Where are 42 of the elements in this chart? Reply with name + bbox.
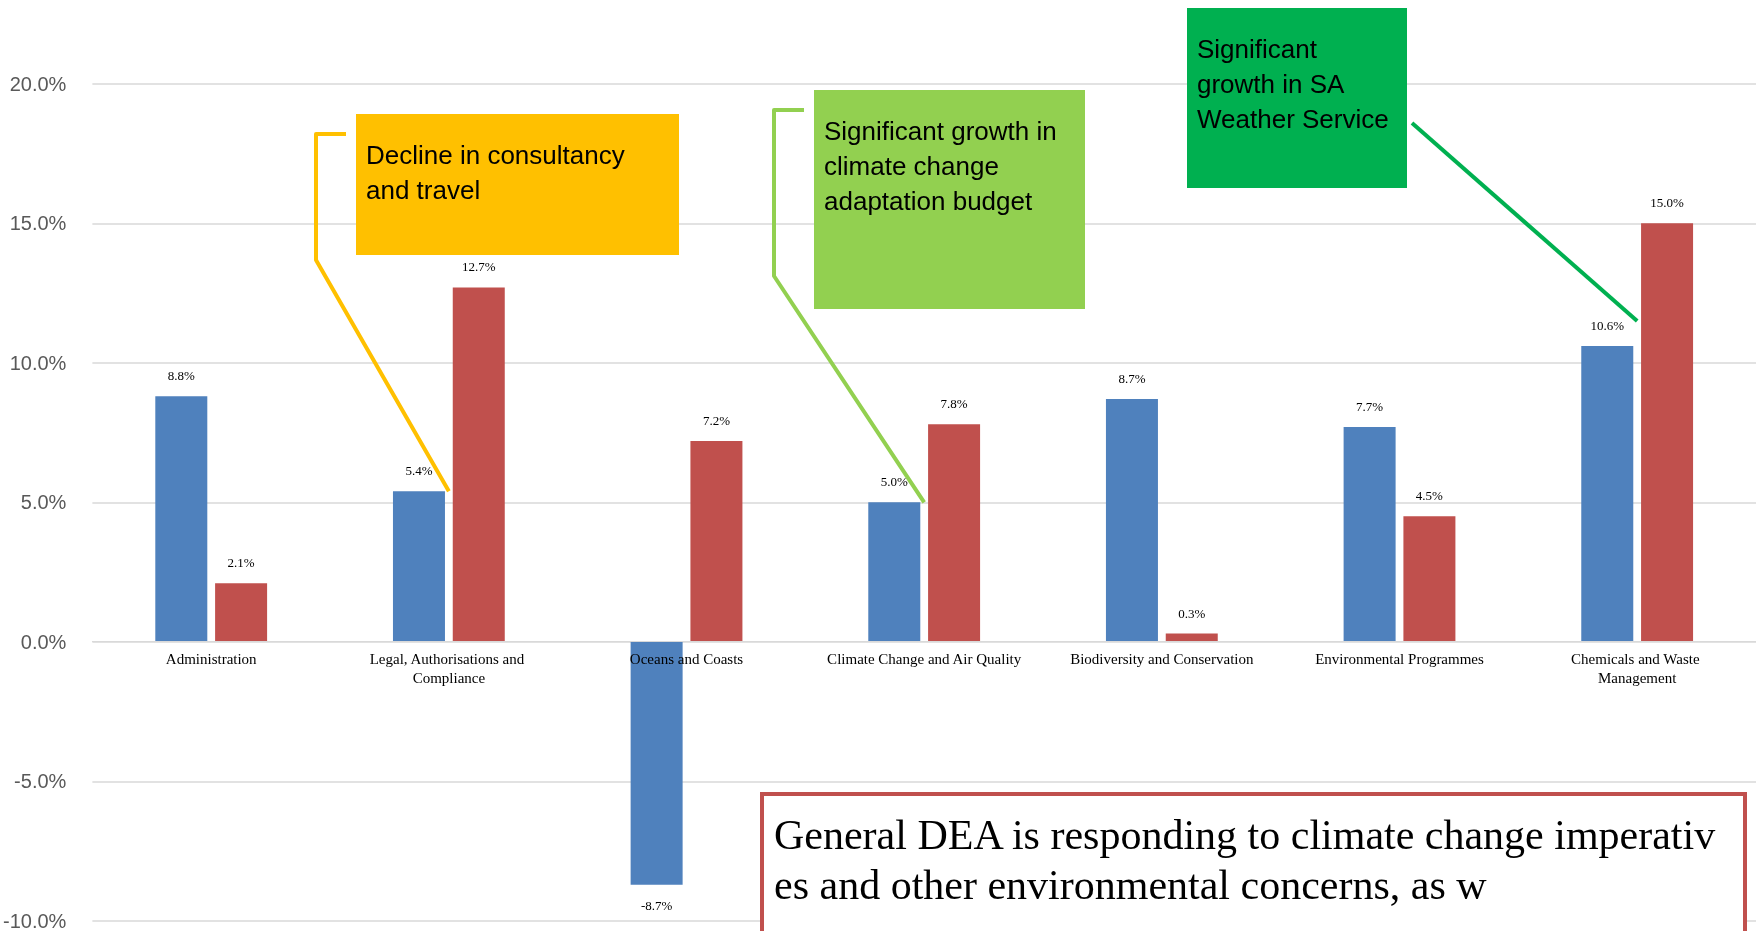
data-label: 10.6%: [1590, 318, 1625, 334]
y-tick-label: -5.0%: [14, 770, 67, 793]
x-tick-label: Biodiversity and Conservation: [1070, 650, 1254, 667]
y-tick-label: 5.0%: [20, 491, 67, 514]
y-tick-label: -10.0%: [2, 910, 67, 931]
y-tick-label: 20.0%: [9, 72, 67, 95]
data-label: 12.7%: [461, 259, 496, 275]
callout-box: Significant growth in climate change adaptation budget: [814, 90, 1085, 309]
data-label: 7.8%: [940, 396, 968, 412]
x-tick-label: Legal, Authorisations and Compliance: [369, 650, 529, 686]
x-tick-label: Administration: [165, 650, 258, 667]
data-label: 8.8%: [167, 368, 195, 384]
callout-box: Significant growth in SA Weather Service: [1187, 8, 1407, 188]
bar: [1343, 427, 1396, 642]
bar: [690, 440, 743, 642]
bar: [928, 424, 981, 642]
bar: [868, 502, 921, 642]
data-label: -8.7%: [640, 897, 673, 913]
callout-box: Decline in consultancy and travel: [356, 114, 679, 255]
data-label: 7.2%: [702, 412, 731, 428]
data-label: 15.0%: [1650, 195, 1685, 211]
data-label: 0.3%: [1178, 605, 1206, 621]
x-tick-label: Climate Change and Air Quality: [827, 650, 1022, 667]
bar: [1581, 346, 1634, 642]
data-label: 8.7%: [1118, 371, 1146, 387]
bar: [392, 491, 445, 642]
x-tick-label: Environmental Programmes: [1315, 650, 1485, 667]
data-label: 2.1%: [227, 555, 255, 571]
y-tick-label: 15.0%: [9, 212, 67, 235]
data-label: 5.0%: [880, 474, 908, 490]
data-label: 7.7%: [1356, 399, 1384, 415]
y-tick-label: 0.0%: [20, 630, 67, 653]
bar: [1105, 399, 1158, 642]
y-tick-label: 10.0%: [9, 351, 67, 374]
bar: [1403, 516, 1456, 642]
data-label: 5.4%: [405, 463, 433, 479]
annotation: General DEA is responding to climate change imperatives and other environmental concerns, as w: [760, 792, 1747, 931]
bar: [1641, 223, 1694, 642]
bar: [155, 396, 208, 642]
x-tick-label: Chemicals and Waste Management: [1571, 650, 1704, 686]
data-label: 4.5%: [1415, 488, 1444, 504]
bar: [215, 583, 268, 642]
